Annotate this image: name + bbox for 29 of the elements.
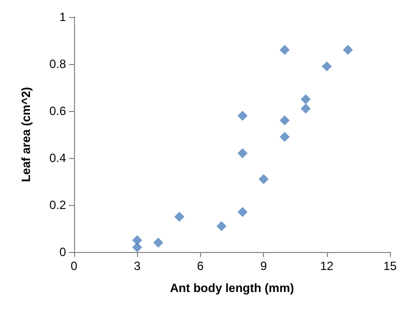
point [280, 115, 290, 126]
point [216, 221, 226, 232]
y-tick-label: 0.2 [49, 198, 66, 212]
x-tick-label: 12 [320, 259, 334, 273]
y-tick-label: 0.8 [49, 57, 66, 71]
x-tick-label: 9 [260, 259, 268, 273]
point [300, 94, 311, 104]
point [300, 104, 311, 114]
point [322, 61, 332, 72]
x-tick-label: 6 [197, 259, 204, 273]
point [238, 148, 248, 158]
y-tick-label: 0.4 [49, 151, 66, 165]
x-tick-label: 15 [383, 259, 397, 273]
y-tick-label: 0 [59, 245, 66, 259]
x-tick-label: 3 [134, 259, 141, 273]
point [132, 242, 142, 252]
point [238, 207, 248, 218]
y-tick-label: 1 [59, 10, 66, 24]
point [280, 44, 290, 55]
y-tick-label: 0.6 [49, 104, 66, 118]
point [280, 132, 290, 142]
point [258, 174, 269, 184]
point [174, 212, 184, 222]
point [238, 110, 248, 121]
y-axis-title: Leaf area (cm^2) [19, 86, 33, 182]
x-axis-title: Ant body length (mm) [170, 281, 294, 295]
point [153, 238, 164, 248]
point [342, 44, 353, 55]
x-tick-label: 0 [70, 259, 78, 273]
